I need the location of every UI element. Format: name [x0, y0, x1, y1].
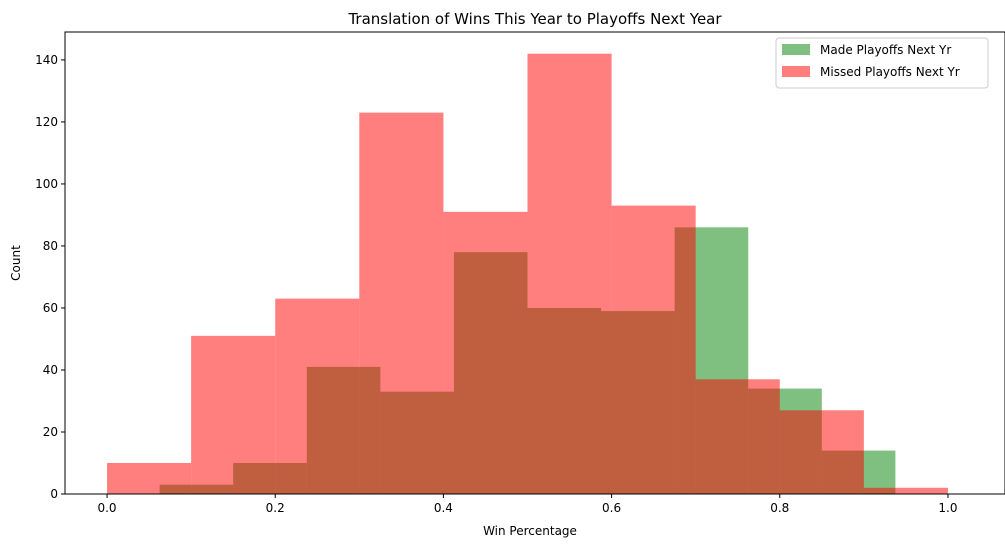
bar-missed-7: [695, 379, 780, 494]
chart-title: Translation of Wins This Year to Playoff…: [347, 10, 722, 28]
x-tick-label: 0.0: [97, 501, 116, 515]
bars-layer: [107, 53, 948, 495]
y-tick-label: 20: [43, 425, 58, 439]
y-tick-label: 80: [43, 239, 58, 253]
legend: Made Playoffs Next Yr Missed Playoffs Nex…: [775, 37, 989, 89]
x-axis-label: Win Percentage: [483, 524, 577, 538]
bar-missed-5: [527, 53, 612, 494]
y-axis-ticks: 0 20 40 60 80 100 120 140: [35, 53, 65, 501]
plot-frame: [64, 31, 1005, 495]
y-axis-label: Count: [9, 245, 23, 281]
y-tick-label: 100: [35, 177, 58, 191]
y-tick-label: 120: [35, 115, 58, 129]
x-tick-label: 0.4: [434, 501, 453, 515]
x-axis-ticks: 0.0 0.2 0.4 0.6 0.8 1.0: [97, 494, 958, 515]
bar-missed-6: [611, 205, 696, 495]
bar-missed-2: [275, 298, 360, 494]
bar-missed-3: [359, 112, 444, 495]
legend-label: Missed Playoffs Next Yr: [820, 65, 960, 79]
bar-missed-1: [191, 335, 276, 494]
y-tick-label: 0: [50, 487, 58, 501]
x-tick-label: 0.6: [602, 501, 621, 515]
x-tick-label: 1.0: [938, 501, 957, 515]
legend-swatch: [782, 66, 810, 77]
legend-label: Made Playoffs Next Yr: [820, 43, 951, 57]
x-tick-label: 0.8: [770, 501, 789, 515]
legend-swatch: [782, 44, 810, 55]
legend-box: [775, 37, 989, 89]
bar-missed-8: [779, 410, 864, 494]
x-tick-label: 0.2: [266, 501, 285, 515]
y-tick-label: 140: [35, 53, 58, 67]
y-tick-label: 40: [43, 363, 58, 377]
y-tick-label: 60: [43, 301, 58, 315]
bar-missed-4: [443, 211, 528, 494]
bar-missed-9: [863, 487, 948, 494]
bar-missed-0: [107, 462, 192, 494]
